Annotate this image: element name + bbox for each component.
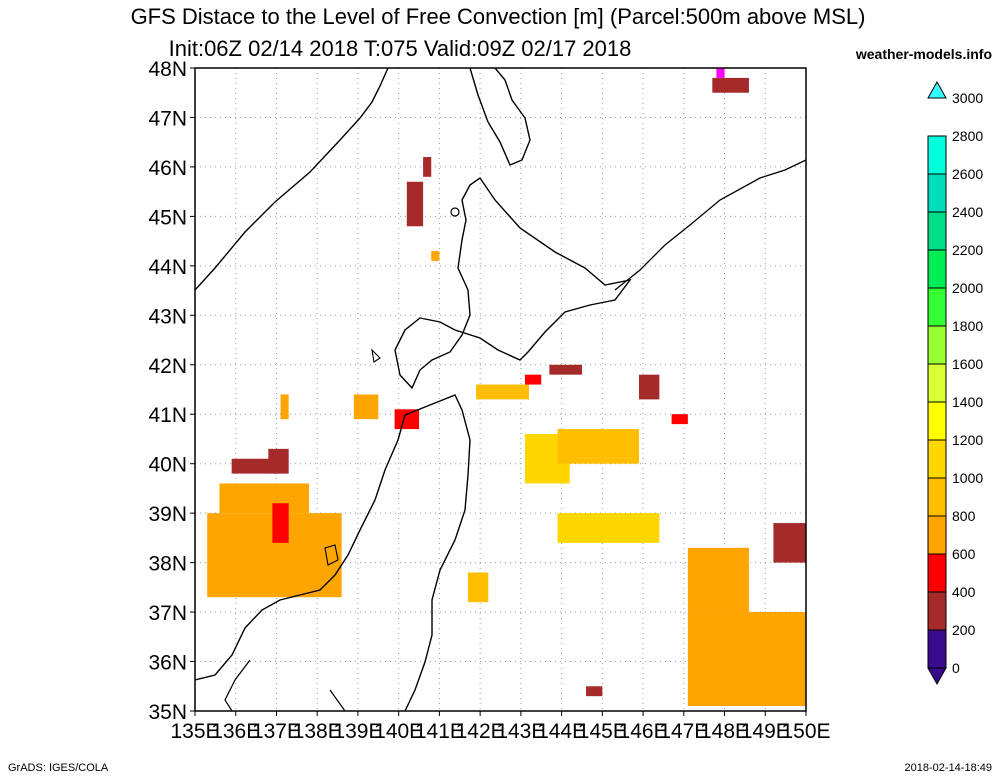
- x-tick-label: 139E: [333, 720, 382, 743]
- y-tick-label: 46N: [148, 157, 187, 180]
- colorbar-label: 2600: [952, 166, 983, 182]
- brand-label: weather-models.info: [855, 46, 992, 62]
- data-cell: [557, 513, 660, 543]
- colorbar-label: 600: [952, 546, 976, 562]
- colorbar-top-cap: [927, 80, 947, 99]
- data-cell: [638, 374, 660, 400]
- data-cell: [586, 686, 603, 697]
- x-tick-label: 146E: [619, 720, 668, 743]
- chart-title: GFS Distace to the Level of Free Convect…: [130, 4, 866, 29]
- chart-subtitle: Init:06Z 02/14 2018 T:075 Valid:09Z 02/1…: [168, 36, 632, 61]
- colorbar-bottom-cap: [927, 667, 947, 686]
- colorbar-label: 1400: [952, 394, 983, 410]
- coastline: [195, 68, 806, 711]
- y-tick-label: 45N: [148, 206, 187, 229]
- data-cell: [712, 77, 749, 93]
- data-cell: [431, 251, 440, 261]
- footer-software-credit: GrADS: IGES/COLA: [8, 762, 109, 774]
- y-tick-label: 47N: [148, 107, 187, 130]
- data-cell: [353, 394, 379, 420]
- plot-frame: [194, 67, 807, 712]
- x-tick-label: 150E: [781, 720, 830, 743]
- x-tick-label: 141E: [415, 720, 464, 743]
- x-tick-label: 142E: [456, 720, 505, 743]
- y-tick-label: 38N: [148, 553, 187, 576]
- colorbar-label: 2200: [952, 242, 983, 258]
- colorbar-label: 2800: [952, 128, 983, 144]
- grid-lines: [195, 68, 806, 711]
- x-tick-label: 140E: [374, 720, 423, 743]
- colorbar-label: 2000: [952, 280, 983, 296]
- colorbar-label: 800: [952, 508, 976, 524]
- colorbar-label: 200: [952, 622, 976, 638]
- data-cell: [476, 384, 530, 400]
- colorbar-segment: [927, 439, 947, 479]
- x-tick-label: 145E: [578, 720, 627, 743]
- colorbar-segment: [927, 325, 947, 365]
- footer-timestamp: 2018-02-14-18:49: [904, 762, 992, 774]
- data-cell: [687, 547, 749, 613]
- y-tick-label: 48N: [148, 58, 187, 81]
- colorbar-segment: [927, 591, 947, 631]
- colorbar-label: 400: [952, 584, 976, 600]
- y-tick-label: 37N: [148, 602, 187, 625]
- data-cell: [549, 364, 582, 375]
- colorbar-segment: [927, 629, 947, 669]
- y-tick-label: 36N: [148, 652, 187, 675]
- data-cell: [280, 394, 289, 420]
- data-cell: [394, 409, 420, 430]
- x-tick-label: 147E: [659, 720, 708, 743]
- y-tick-label: 42N: [148, 355, 187, 378]
- colorbar-label: 2400: [952, 204, 983, 220]
- colorbar-segment: [927, 173, 947, 213]
- colorbar-segment: [927, 515, 947, 555]
- colorbar-segment: [927, 553, 947, 593]
- data-cell: [773, 523, 806, 563]
- axes: 135E136E137E138E139E140E141E142E143E144E…: [148, 58, 830, 743]
- y-tick-label: 39N: [148, 503, 187, 526]
- colorbar-segment: [927, 401, 947, 441]
- data-cell: [557, 429, 639, 464]
- colorbar-label: 3000: [952, 90, 983, 106]
- x-tick-label: 138E: [293, 720, 342, 743]
- y-tick-label: 35N: [148, 701, 187, 724]
- data-cell: [467, 572, 489, 603]
- data-cell: [524, 374, 542, 385]
- data-cell: [406, 181, 424, 227]
- data-cell: [671, 414, 688, 425]
- x-tick-label: 137E: [252, 720, 301, 743]
- data-cell: [219, 483, 310, 514]
- y-tick-label: 41N: [148, 404, 187, 427]
- data-field: [207, 68, 806, 707]
- y-tick-label: 44N: [148, 256, 187, 279]
- x-tick-label: 143E: [496, 720, 545, 743]
- colorbar-segment: [927, 477, 947, 517]
- colorbar: 0 200 400 600 800 1000 1200 1400 1600 1800 2000 220…: [927, 80, 983, 686]
- y-tick-label: 40N: [148, 454, 187, 477]
- x-tick-label: 135E: [170, 720, 219, 743]
- colorbar-segment: [927, 363, 947, 403]
- colorbar-label: 1600: [952, 356, 983, 372]
- colorbar-segment: [927, 135, 947, 175]
- data-cell: [272, 503, 289, 543]
- data-cell: [268, 448, 289, 474]
- data-cell: [687, 612, 806, 707]
- colorbar-label: 1000: [952, 470, 983, 486]
- colorbar-segment: [927, 211, 947, 251]
- y-tick-label: 43N: [148, 305, 187, 328]
- x-tick-label: 149E: [741, 720, 790, 743]
- data-cell: [716, 68, 725, 78]
- colorbar-label: 1200: [952, 432, 983, 448]
- colorbar-label: 1800: [952, 318, 983, 334]
- colorbar-segment: [927, 287, 947, 327]
- x-tick-label: 144E: [537, 720, 586, 743]
- x-tick-label: 136E: [211, 720, 260, 743]
- colorbar-segment: [927, 249, 947, 289]
- data-cell: [423, 157, 432, 177]
- colorbar-label: 0: [952, 660, 960, 676]
- x-tick-label: 148E: [700, 720, 749, 743]
